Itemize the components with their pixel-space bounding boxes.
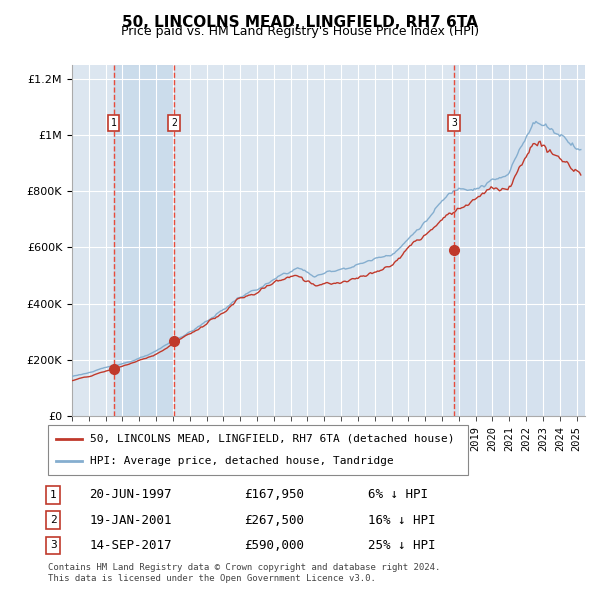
Text: £267,500: £267,500 — [244, 513, 304, 527]
Text: 6% ↓ HPI: 6% ↓ HPI — [368, 489, 428, 502]
Bar — [113, 65, 174, 416]
Text: £167,950: £167,950 — [244, 489, 304, 502]
Bar — [454, 65, 585, 416]
Text: 14-SEP-2017: 14-SEP-2017 — [89, 539, 172, 552]
Text: 3: 3 — [50, 540, 56, 550]
Text: 1: 1 — [110, 118, 116, 128]
Text: 20-JUN-1997: 20-JUN-1997 — [89, 489, 172, 502]
Text: 50, LINCOLNS MEAD, LINGFIELD, RH7 6TA (detached house): 50, LINCOLNS MEAD, LINGFIELD, RH7 6TA (d… — [90, 434, 455, 444]
Text: 25% ↓ HPI: 25% ↓ HPI — [368, 539, 436, 552]
Text: 50, LINCOLNS MEAD, LINGFIELD, RH7 6TA: 50, LINCOLNS MEAD, LINGFIELD, RH7 6TA — [122, 15, 478, 30]
Text: 3: 3 — [451, 118, 457, 128]
Text: 2: 2 — [50, 515, 56, 525]
Text: Contains HM Land Registry data © Crown copyright and database right 2024.
This d: Contains HM Land Registry data © Crown c… — [48, 563, 440, 583]
Text: £590,000: £590,000 — [244, 539, 304, 552]
Text: 19-JAN-2001: 19-JAN-2001 — [89, 513, 172, 527]
Text: Price paid vs. HM Land Registry's House Price Index (HPI): Price paid vs. HM Land Registry's House … — [121, 25, 479, 38]
Text: 1: 1 — [50, 490, 56, 500]
Text: HPI: Average price, detached house, Tandridge: HPI: Average price, detached house, Tand… — [90, 456, 394, 466]
Text: 2: 2 — [171, 118, 176, 128]
Text: 16% ↓ HPI: 16% ↓ HPI — [368, 513, 436, 527]
FancyBboxPatch shape — [48, 425, 468, 475]
